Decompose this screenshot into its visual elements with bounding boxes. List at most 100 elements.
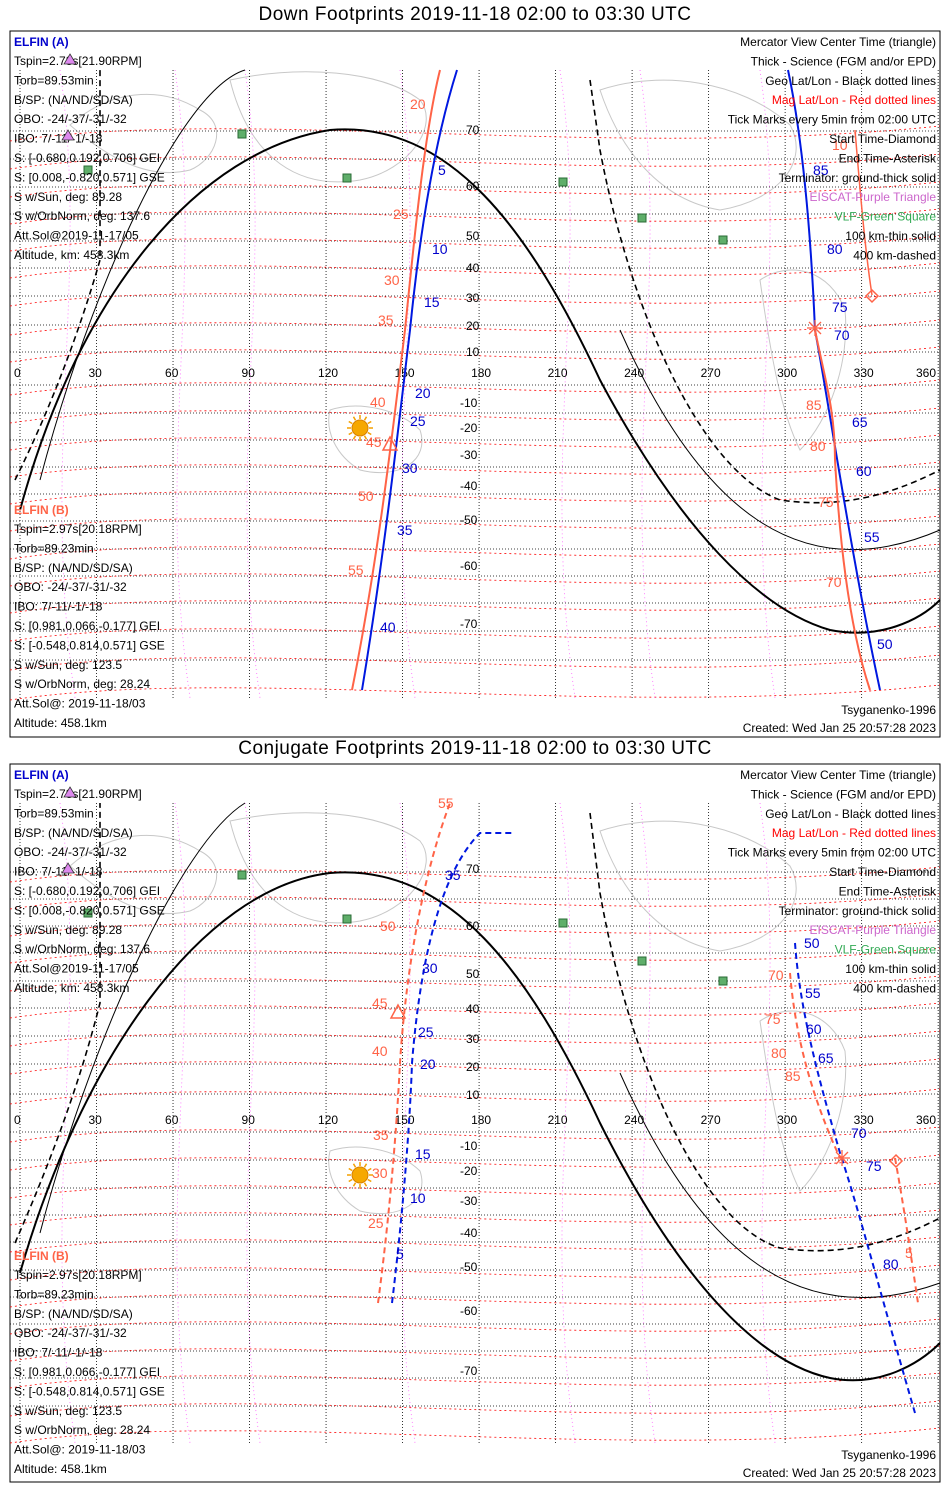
lat-tick-label: -40 xyxy=(460,479,478,493)
start-time-diamond xyxy=(864,288,880,304)
vlf-station-square xyxy=(342,914,352,924)
legend-line: 400 km-dashed xyxy=(853,248,936,262)
lat-tick-label: 60 xyxy=(466,919,480,933)
mag-lat-curve xyxy=(9,235,941,252)
lat-tick-label: 10 xyxy=(466,1088,480,1102)
mag-lat-curve xyxy=(9,346,941,363)
track-time-label: 85 xyxy=(813,162,829,178)
elfin-b-info: S w/Sun, deg: 123.5 xyxy=(14,658,122,672)
elfin-b-info: Altitude: 458.1km xyxy=(14,1462,107,1476)
sun-ray xyxy=(352,435,357,440)
elfin-a-info: Att.Sol@2019-11-17/05 xyxy=(14,962,139,976)
elfin-b-info: OBO: -24/-37/-31/-32 xyxy=(14,580,127,594)
mag-lat-curve xyxy=(9,1264,941,1281)
mag-lat-curve xyxy=(9,684,941,701)
track-time-label: 45 xyxy=(366,434,382,450)
coastline-0 xyxy=(69,834,218,915)
legend-line: EISCAT-Purple Triangle xyxy=(810,923,937,937)
elfin-b-info: Tspin=2.97s[20.18RPM] xyxy=(14,522,142,536)
lon-tick-label: 360 xyxy=(916,366,936,380)
track-time-label: 70 xyxy=(834,327,850,343)
elfin-a-info: Torb=89.53min xyxy=(14,806,94,820)
lon-tick-label: 150 xyxy=(395,1113,415,1127)
mag-lat-curve xyxy=(9,208,941,225)
track-time-label: 35 xyxy=(397,522,413,538)
view-center-triangle xyxy=(381,435,399,451)
elfin-a-info: S: [-0.680,0.192,0.706] GEI xyxy=(14,884,160,898)
sun-ray xyxy=(367,420,372,425)
lat-tick-label: 30 xyxy=(466,291,480,305)
vlf-station-square xyxy=(342,173,352,183)
mag-lat-curve xyxy=(9,319,941,336)
track-time-label: 75 xyxy=(765,1011,781,1027)
elfin-b-info: Torb=89.23min xyxy=(14,1287,94,1301)
elfin-a-info: Altitude, km: 458.3km xyxy=(14,248,129,262)
sun-ray xyxy=(348,420,353,425)
lon-tick-label: 30 xyxy=(89,366,103,380)
elfin-b-info: S w/OrbNorm, deg: 28.24 xyxy=(14,1423,150,1437)
track-time-label: 25 xyxy=(410,413,426,429)
subsolar-sun-icon xyxy=(351,419,369,437)
eiscat-triangle-icon xyxy=(63,53,77,65)
view-center-triangle xyxy=(389,1003,407,1019)
lon-tick-label: 300 xyxy=(777,366,797,380)
lat-tick-label: 70 xyxy=(466,862,480,876)
lat-tick-label: -70 xyxy=(460,1364,478,1378)
track-time-label: 50 xyxy=(380,918,396,934)
eiscat-triangle-icon xyxy=(61,862,75,874)
elfin-a-info: Tspin=2.73s[21.90RPM] xyxy=(14,787,142,801)
legend-line: Thick - Science (FGM and/or EPD) xyxy=(751,787,936,801)
lon-tick-label: 0 xyxy=(14,366,21,380)
mag-lat-curve xyxy=(9,1058,941,1075)
mag-lat-curve xyxy=(9,866,941,883)
mag-lat-curve xyxy=(9,1126,941,1143)
mag-lat-curve xyxy=(9,543,941,560)
terminator-400km xyxy=(589,812,941,1252)
legend-line: Start Time-Diamond xyxy=(829,865,936,879)
vlf-station-square xyxy=(718,976,728,986)
lat-tick-label: -10 xyxy=(460,1139,478,1153)
lat-tick-label: 40 xyxy=(466,261,480,275)
map-panel-conjugate: 0 30 60 90 120 150 180 210 240 270 300 330 360 70 60 50… xyxy=(9,763,941,1483)
terminator-400km xyxy=(14,70,101,481)
mag-lat-curve xyxy=(9,1291,941,1308)
sun-ray xyxy=(363,416,368,421)
start-time-diamond xyxy=(888,1153,904,1169)
coastline-2 xyxy=(599,820,797,952)
lat-tick-label: -30 xyxy=(460,448,478,462)
terminator-400km xyxy=(14,803,101,1244)
elfin-b-info: B/SP: (NA/ND/SD/SA) xyxy=(14,1307,133,1321)
track-time-label: 80 xyxy=(827,241,843,257)
lat-tick-label: 70 xyxy=(466,123,480,137)
lat-tick-label: 30 xyxy=(466,1032,480,1046)
mag-lon-curve xyxy=(59,802,76,1444)
legend-line: Mag Lat/Lon - Red dotted lines xyxy=(772,826,936,840)
elfin-b-info: Altitude: 458.1km xyxy=(14,716,107,730)
lat-tick-label: -40 xyxy=(460,1226,478,1240)
eiscat-triangle-icon xyxy=(61,129,75,141)
track-time-label: 40 xyxy=(372,1043,388,1059)
elfin-a-info: OBO: -24/-37/-31/-32 xyxy=(14,845,127,859)
elfin-b-info: OBO: -24/-37/-31/-32 xyxy=(14,1326,127,1340)
legend-line: End Time-Asterisk xyxy=(839,884,937,898)
vlf-station-square xyxy=(83,908,93,918)
elfin-b-info: Tspin=2.97s[20.18RPM] xyxy=(14,1268,142,1282)
panel-title-conjugate: Conjugate Footprints 2019-11-18 02:00 to… xyxy=(238,738,712,759)
legend-line: Terminator: ground-thick solid xyxy=(779,904,936,918)
mag-lat-curve xyxy=(9,1345,941,1362)
sun-ray xyxy=(352,1182,357,1187)
track-time-label: 85 xyxy=(806,397,822,413)
elfin-b-info: S: [0.981,0.066,-0.177] GEI xyxy=(14,1365,160,1379)
lon-tick-label: 270 xyxy=(701,1113,721,1127)
mag-lat-curve xyxy=(9,1002,941,1019)
elfin-b-footprint-track xyxy=(351,69,441,691)
track-time-label: 70 xyxy=(768,967,784,983)
track-time-label: 55 xyxy=(438,795,454,811)
track-time-label: 10 xyxy=(410,1190,426,1206)
track-time-label: 5 xyxy=(396,1246,404,1262)
mag-lat-curve xyxy=(9,290,941,307)
elfin-a-name: ELFIN (A) xyxy=(14,35,69,49)
coastline-3 xyxy=(759,1010,847,1192)
elfin-b-footprint-track-right xyxy=(854,129,873,296)
track-time-label: 30 xyxy=(372,1165,388,1181)
